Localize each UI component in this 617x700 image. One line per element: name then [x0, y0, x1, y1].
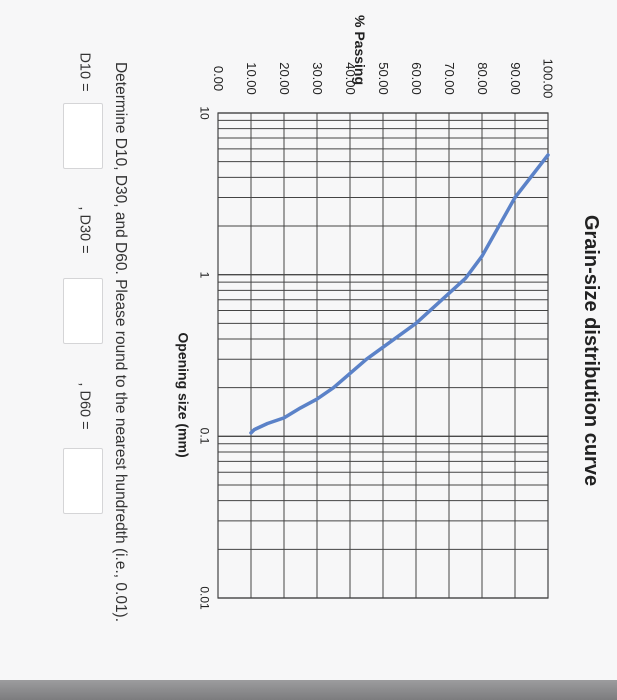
- x-tick-label: 10: [197, 106, 212, 120]
- y-tick-label: 100.00: [540, 58, 556, 98]
- photo-background: [0, 680, 617, 700]
- d10-label: D10 =: [76, 52, 93, 92]
- x-tick-label: 1: [196, 271, 211, 278]
- chart-grid: [217, 112, 549, 599]
- y-tick-label: 50.00: [375, 61, 391, 95]
- grain-size-chart: [217, 112, 550, 599]
- chart-panel: Grain-size distribution curve % Passing …: [63, 15, 602, 623]
- question-text: Determine D10, D30, and D60. Please roun…: [112, 61, 130, 623]
- y-tick-label: 80.00: [474, 61, 490, 95]
- x-tick-label: 0.01: [197, 586, 212, 610]
- y-tick-label: 30.00: [309, 61, 325, 95]
- series-line: [249, 153, 550, 435]
- d10-input[interactable]: [63, 103, 103, 169]
- y-tick-label: 60.00: [408, 61, 424, 95]
- y-tick-label: 10.00: [243, 61, 259, 95]
- d30-input[interactable]: [63, 278, 103, 344]
- x-tick-label: 0.1: [196, 427, 211, 445]
- y-tick-label: 90.00: [507, 61, 523, 95]
- y-tick-label: 70.00: [441, 61, 457, 95]
- y-tick-label: 20.00: [276, 61, 292, 95]
- plot-frame: [217, 112, 549, 599]
- d30-label: , D30 =: [76, 206, 93, 254]
- y-tick-label: 40.00: [342, 61, 358, 95]
- y-tick-label: 0.00: [210, 65, 226, 91]
- d60-input[interactable]: [63, 448, 103, 514]
- d60-label: , D60 =: [76, 382, 93, 430]
- x-axis-title: Opening size (mm): [175, 332, 192, 458]
- chart-title: Grain-size distribution curve: [579, 214, 602, 486]
